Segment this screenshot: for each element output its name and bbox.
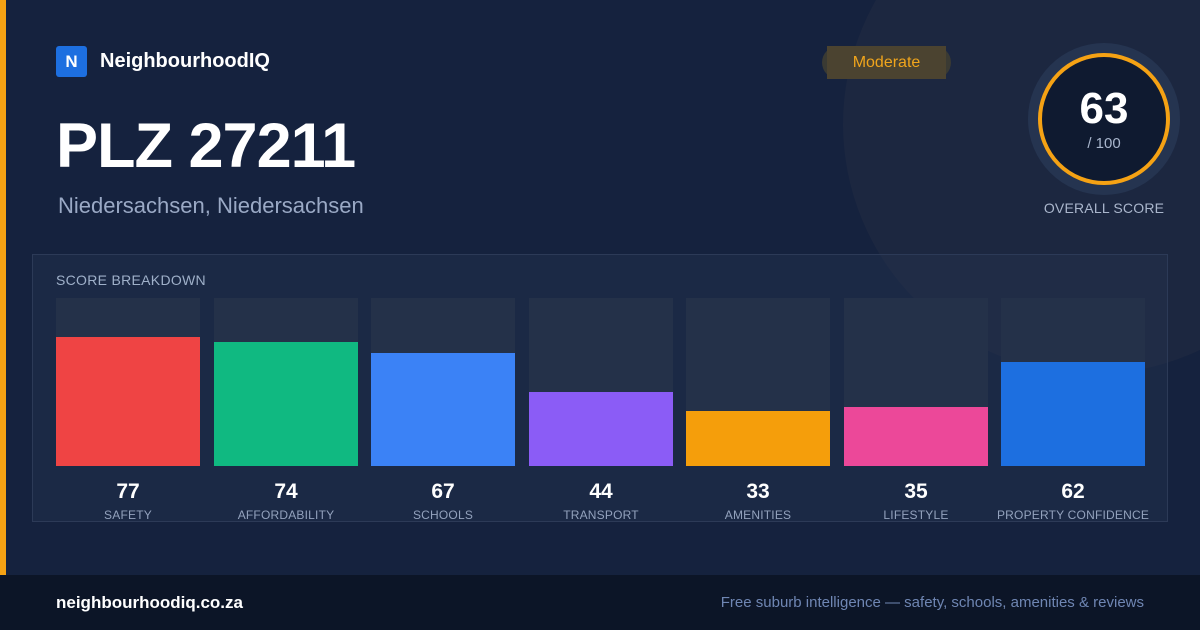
bar-value: 44	[589, 480, 613, 503]
footer: neighbourhoodiq.co.za Free suburb intell…	[0, 575, 1200, 630]
footer-tagline: Free suburb intelligence — safety, schoo…	[720, 594, 1144, 611]
bar-fill	[1001, 362, 1145, 466]
bar-value: 62	[1061, 480, 1085, 503]
bar-label: SAFETY	[104, 508, 152, 522]
bar-track	[529, 298, 673, 466]
bar-label: SCHOOLS	[412, 508, 474, 522]
bar-fill	[371, 353, 515, 466]
bar-value: 35	[904, 480, 928, 503]
location-subtitle: Niedersachsen, Niedersachsen	[58, 193, 364, 218]
bar-label: TRANSPORT	[563, 508, 639, 522]
bar-label: LIFESTYLE	[883, 508, 949, 522]
bar-value: 74	[274, 480, 298, 503]
bar-label: PROPERTY CONFIDENCE	[996, 508, 1150, 522]
overall-score-label: OVERALL SCORE	[1043, 200, 1165, 216]
bar-track	[371, 298, 515, 466]
bar-fill	[844, 407, 988, 466]
overall-score-max: / 100	[1087, 134, 1121, 152]
bar-fill	[686, 411, 830, 466]
bar-label: AFFORDABILITY	[237, 508, 335, 522]
page-title: PLZ 27211	[56, 111, 356, 181]
bar-track	[686, 298, 830, 466]
bar-fill	[214, 342, 358, 466]
bar-label: AMENITIES	[724, 508, 792, 522]
bar-track	[214, 298, 358, 466]
accent-stripe	[0, 0, 6, 575]
bar-fill	[56, 337, 200, 466]
bar-value: 67	[431, 480, 455, 503]
brand-name: NeighbourhoodIQ	[100, 50, 270, 72]
bar-fill	[529, 392, 673, 466]
gauge-center: 63 / 100	[1038, 53, 1170, 185]
overall-score-gauge: 63 / 100	[1028, 43, 1180, 195]
bar-track	[1001, 298, 1145, 466]
bar-track	[56, 298, 200, 466]
overall-score-value: 63	[1079, 83, 1129, 133]
score-breakdown-title: SCORE BREAKDOWN	[56, 272, 206, 288]
bar-track	[844, 298, 988, 466]
rating-badge-label: Moderate	[826, 46, 947, 79]
bar-value: 33	[746, 480, 770, 503]
bar-value: 77	[116, 480, 140, 503]
footer-url[interactable]: neighbourhoodiq.co.za	[56, 593, 243, 612]
rating-badge: Moderate	[822, 46, 951, 79]
brand: N NeighbourhoodIQ	[56, 46, 270, 77]
share-card: N NeighbourhoodIQ PLZ 27211 Niedersachse…	[0, 0, 1180, 575]
logo-icon: N	[56, 46, 87, 77]
